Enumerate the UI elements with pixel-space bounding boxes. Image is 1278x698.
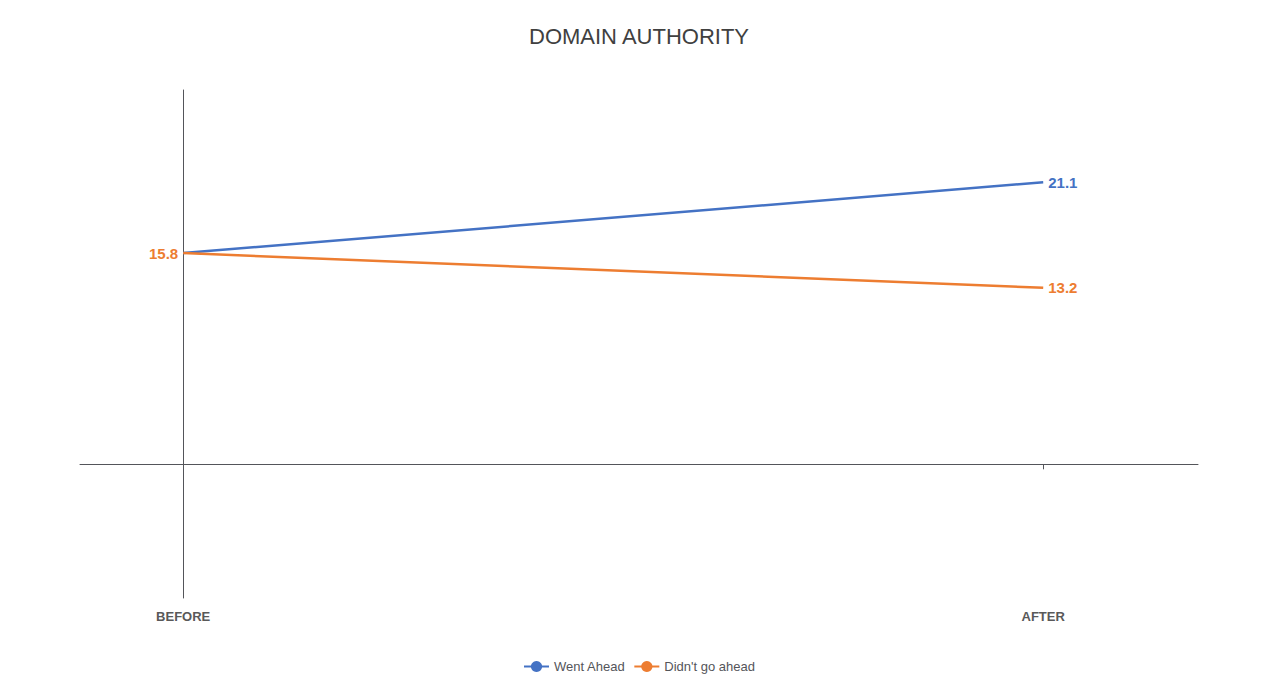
svg-text:DOMAIN AUTHORITY: DOMAIN AUTHORITY bbox=[529, 24, 749, 49]
svg-text:Didn't go ahead: Didn't go ahead bbox=[664, 659, 755, 674]
svg-text:Went Ahead: Went Ahead bbox=[554, 659, 625, 674]
svg-text:21.1: 21.1 bbox=[1048, 174, 1077, 191]
svg-text:BEFORE: BEFORE bbox=[156, 609, 211, 624]
svg-text:AFTER: AFTER bbox=[1022, 609, 1066, 624]
svg-text:13.2: 13.2 bbox=[1048, 279, 1077, 296]
svg-text:15.8: 15.8 bbox=[149, 245, 178, 262]
